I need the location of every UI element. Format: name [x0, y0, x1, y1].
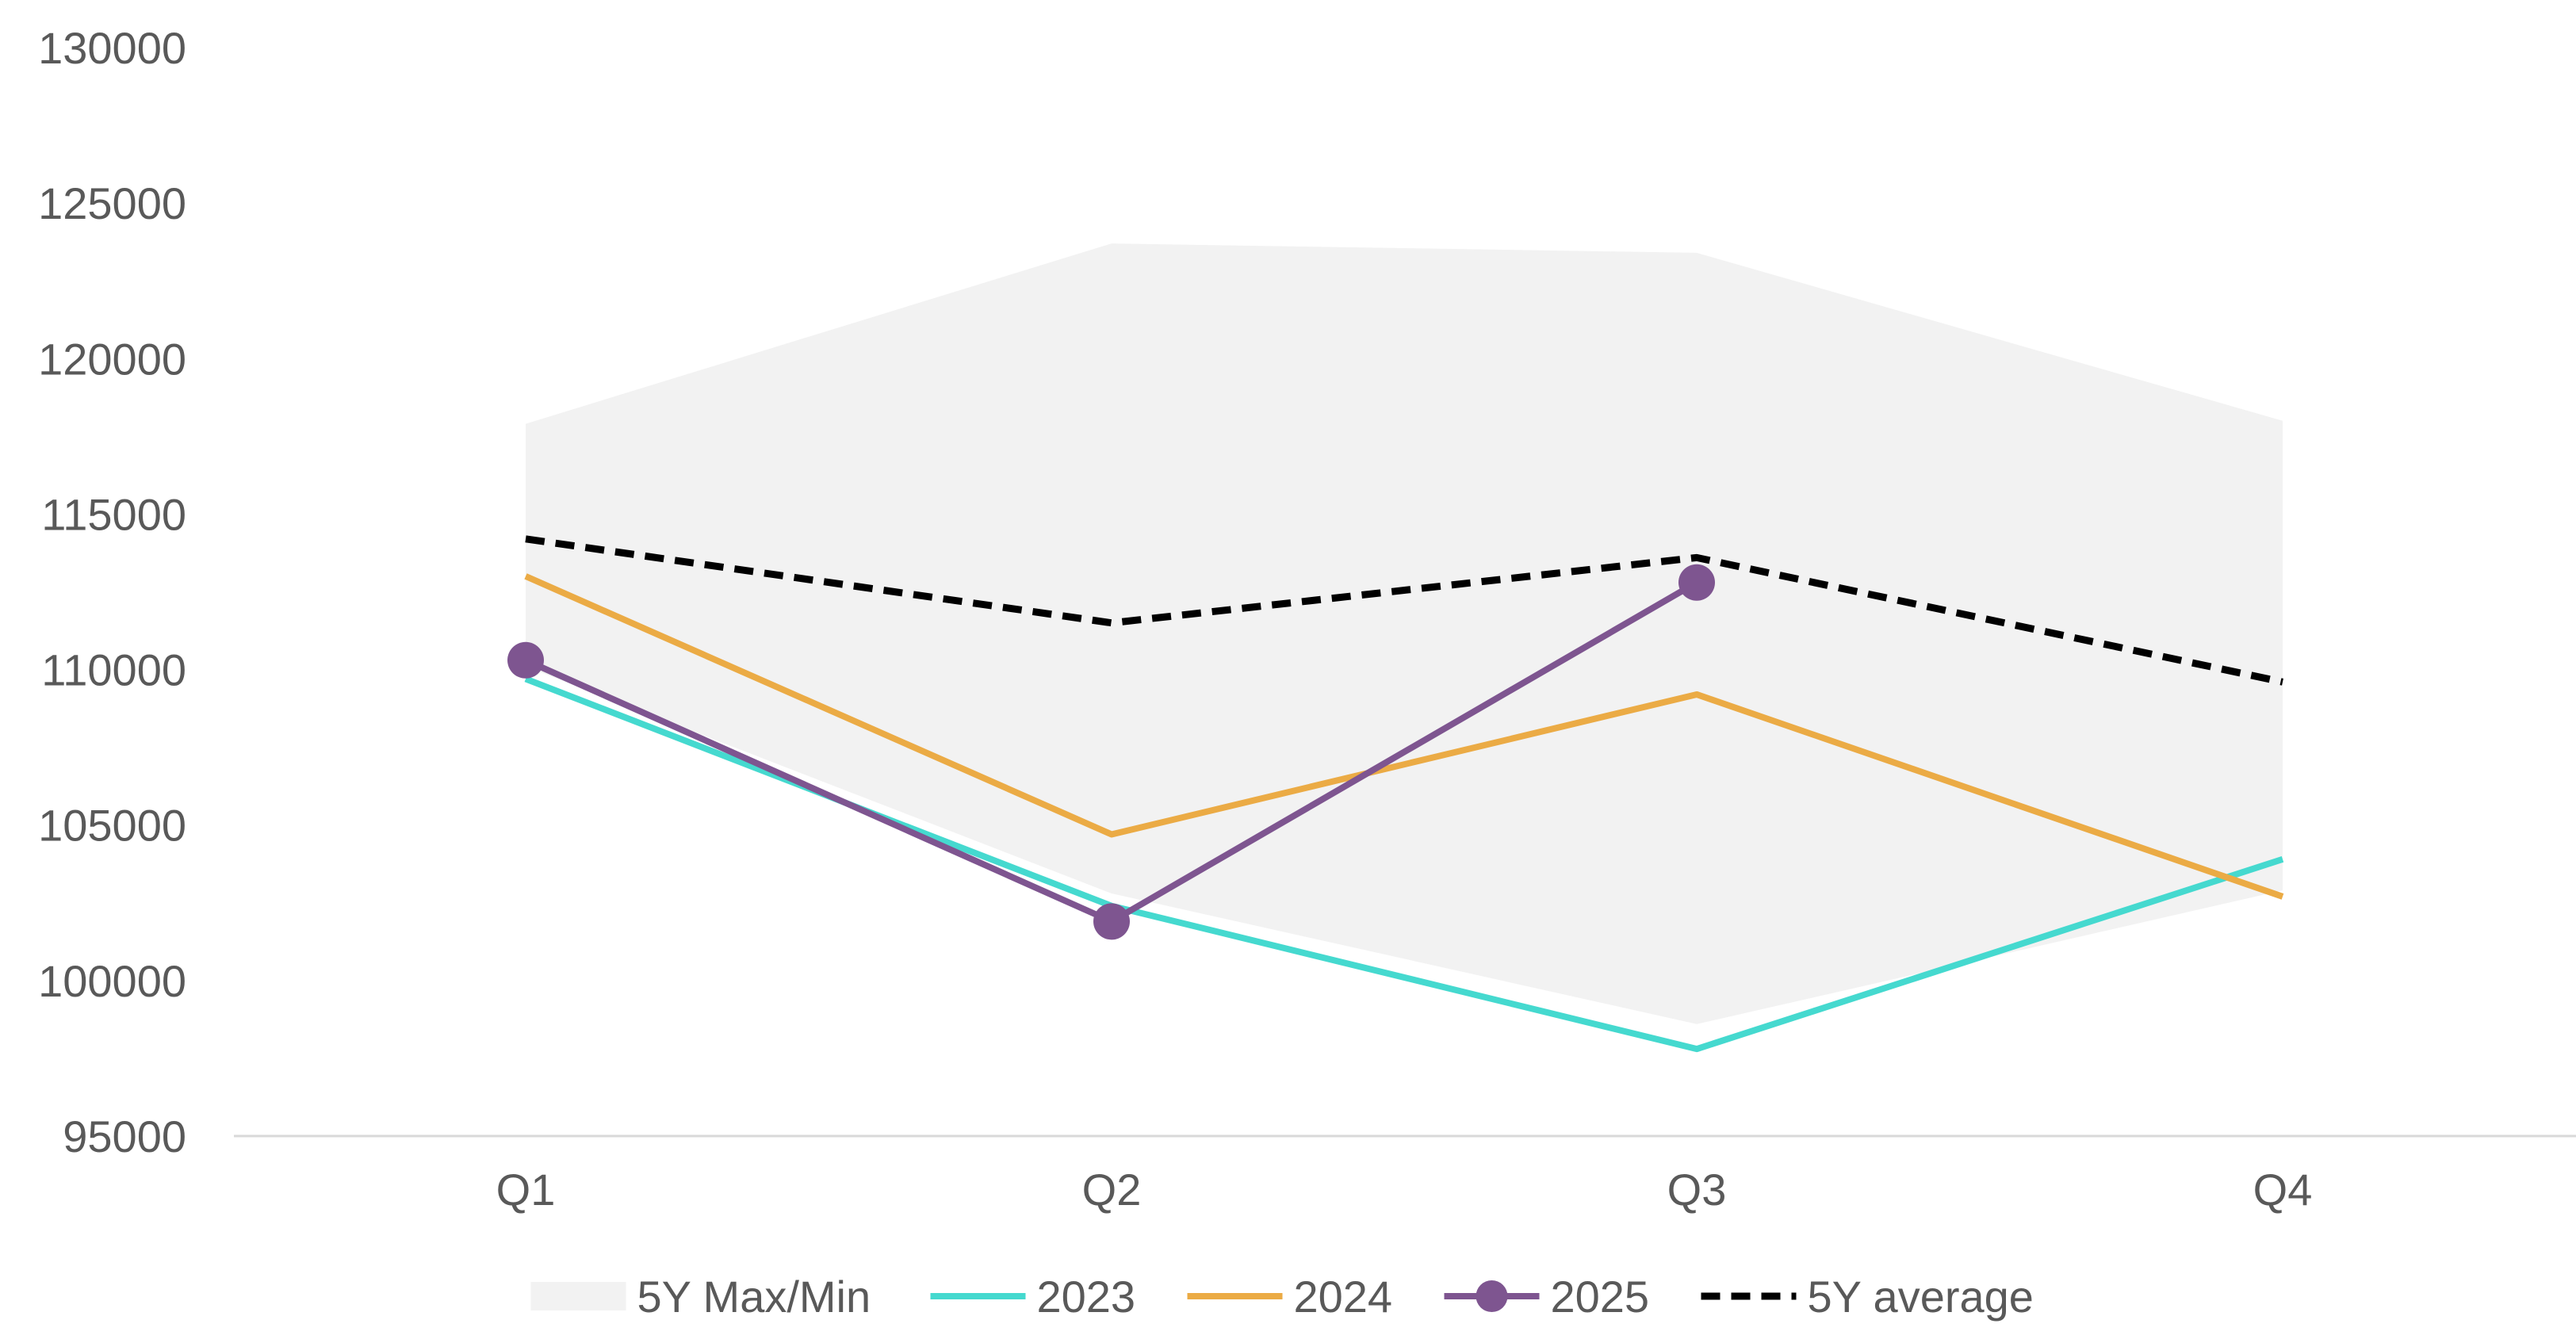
x-tick-label: Q1 [496, 1165, 556, 1215]
y-tick-label: 130000 [38, 23, 186, 73]
series-line-5y-average [525, 535, 2283, 686]
series-point-2025 [507, 641, 544, 679]
y-tick-label: 95000 [63, 1111, 186, 1161]
legend-label-2023: 2023 [1037, 1272, 1136, 1322]
x-tick-label: Q3 [1667, 1165, 1727, 1215]
legend-item-5y-max-min: 5Y Max/Min [530, 1272, 871, 1322]
legend-marker-2025 [1476, 1280, 1508, 1312]
max-min-band [526, 243, 2283, 1024]
series-layer [507, 535, 2284, 1053]
y-tick-label: 115000 [41, 489, 186, 539]
axis-layer: 130000 125000 120000 115000 110000 105000 1000… [38, 23, 2576, 1215]
band-layer [526, 243, 2283, 1024]
x-tick-label: Q2 [1082, 1165, 1142, 1215]
legend-swatch-band [530, 1282, 626, 1310]
series-line-2024 [524, 573, 2284, 900]
series-point-2025 [1678, 564, 1715, 601]
y-tick-label: 105000 [38, 801, 186, 851]
y-tick-label: 100000 [38, 956, 186, 1006]
legend-label-2025: 2025 [1551, 1272, 1650, 1322]
legend: 5Y Max/Min 2023 2024 2025 5Y average [530, 1272, 2034, 1322]
y-tick-label: 125000 [38, 178, 186, 228]
y-tick-label: 120000 [38, 334, 186, 384]
legend-label-5y-max-min: 5Y Max/Min [637, 1272, 871, 1322]
x-tick-label: Q4 [2253, 1165, 2313, 1215]
legend-item-5y-average: 5Y average [1701, 1272, 2034, 1322]
y-tick-label: 110000 [41, 645, 186, 695]
legend-label-2024: 2024 [1294, 1272, 1393, 1322]
legend-item-2025: 2025 [1444, 1272, 1650, 1322]
legend-label-5y-average: 5Y average [1808, 1272, 2034, 1322]
series-point-2025 [1093, 903, 1130, 940]
legend-item-2023: 2023 [930, 1272, 1136, 1322]
legend-item-2024: 2024 [1187, 1272, 1393, 1322]
